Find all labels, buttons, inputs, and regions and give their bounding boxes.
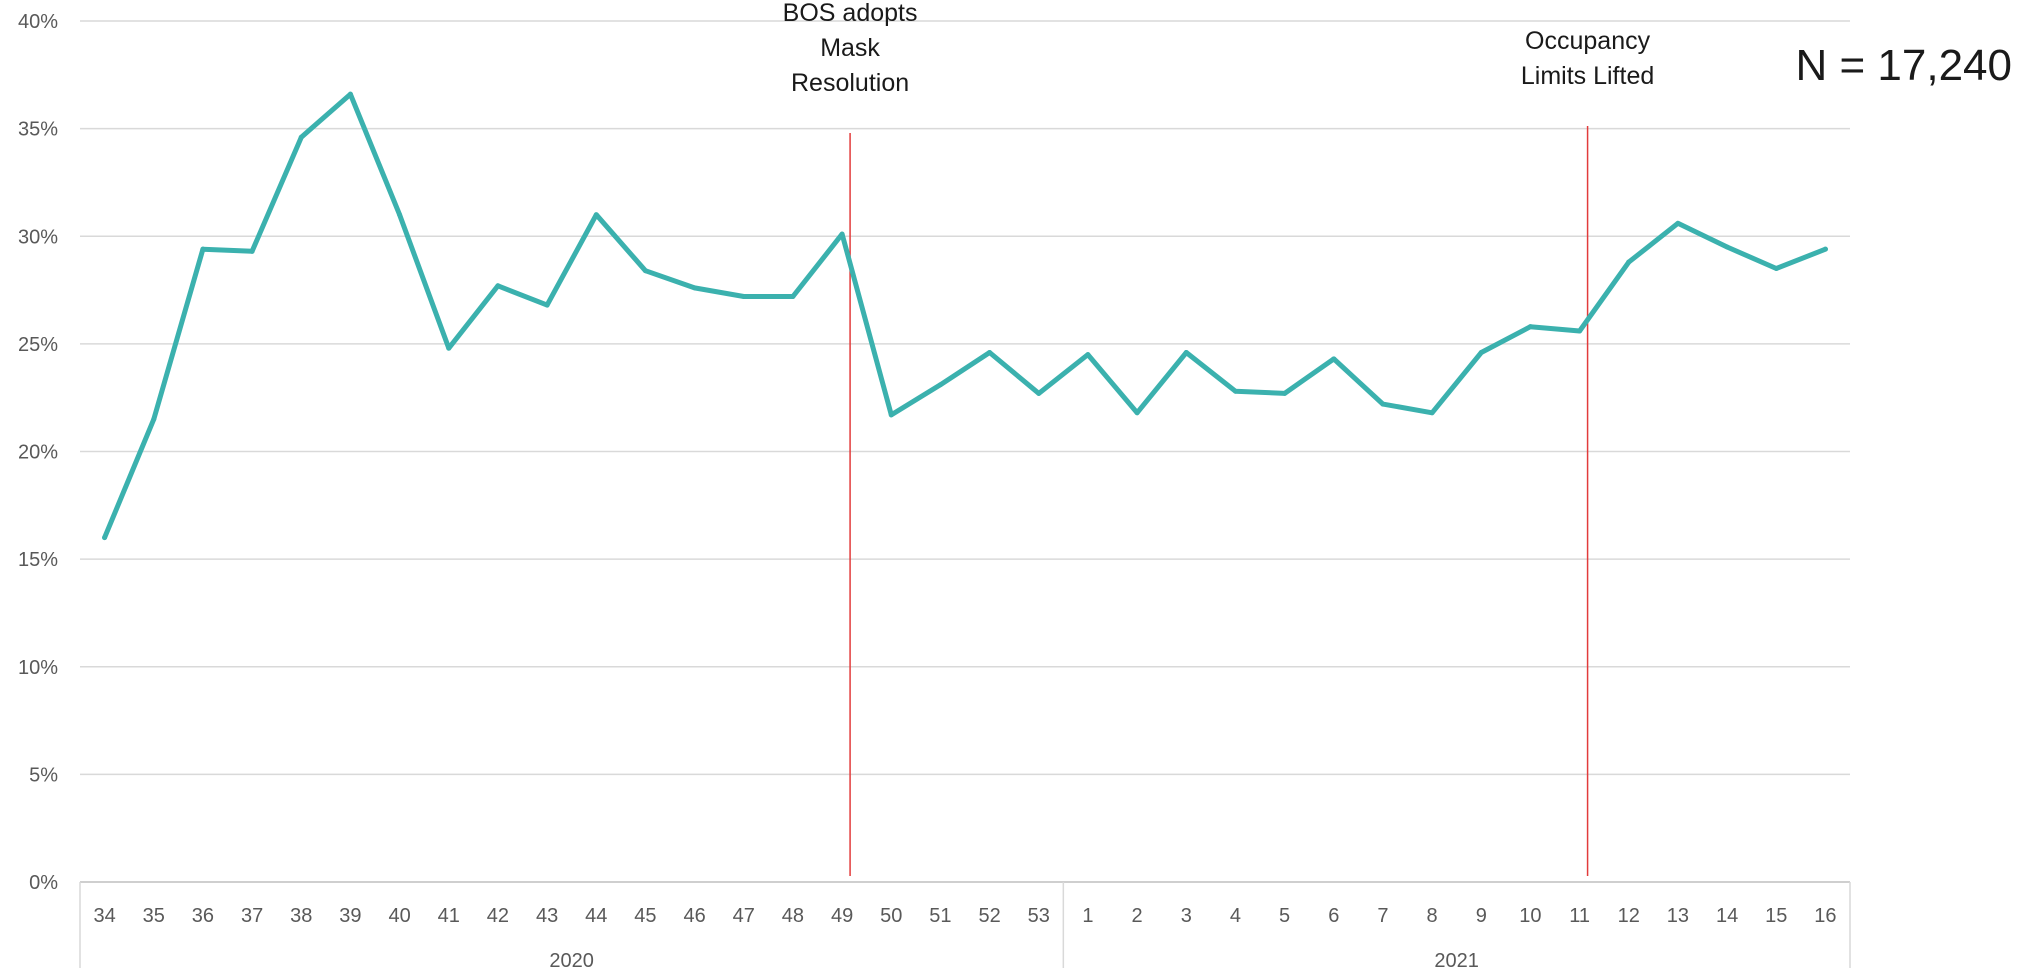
x-tick-label: 12 [1618,905,1640,927]
x-group-label: 2021 [1434,950,1479,968]
y-tick-label: 20% [18,442,58,464]
data-point [888,412,894,418]
y-tick-label: 0% [29,872,58,894]
x-tick-label: 36 [192,905,214,927]
x-tick-label: 1 [1082,905,1093,927]
data-point [1183,349,1189,355]
annotation-label: BOS adopts [783,0,918,27]
x-tick-label: 53 [1028,905,1050,927]
x-tick-label: 42 [487,905,509,927]
x-tick-label: 43 [536,905,558,927]
x-tick-label: 14 [1716,905,1738,927]
y-tick-label: 15% [18,549,58,571]
data-point [1478,349,1484,355]
x-tick-label: 39 [339,905,361,927]
x-tick-label: 48 [782,905,804,927]
data-point [1429,410,1435,416]
data-point [790,294,796,300]
sample-size-label: N = 17,240 [1796,41,2013,90]
x-tick-label: 3 [1181,905,1192,927]
data-point [102,535,108,541]
data-point [1085,352,1091,358]
y-tick-label: 40% [18,11,58,33]
x-tick-label: 10 [1519,905,1541,927]
data-point [544,302,550,308]
x-tick-label: 40 [388,905,410,927]
x-tick-label: 47 [733,905,755,927]
data-point [151,416,157,422]
data-point [839,231,845,237]
data-point [397,212,403,218]
x-tick-label: 13 [1667,905,1689,927]
y-tick-label: 25% [18,334,58,356]
x-axis: 34 35 36 37 38 39 40 41 42 43 44 45 46 47 48 49 50 51 52 53… [79,882,1851,968]
x-tick-label: 15 [1765,905,1787,927]
x-tick-label: 35 [143,905,165,927]
data-point [1724,244,1730,250]
gridlines [80,20,1850,883]
x-tick-label: 34 [93,905,115,927]
x-tick-label: 51 [929,905,951,927]
data-point [1527,324,1533,330]
data-point [1036,390,1042,396]
data-point [642,268,648,274]
annotation-label: Resolution [791,69,909,97]
x-tick-label: 11 [1569,905,1590,927]
data-point [741,294,747,300]
data-point [1773,266,1779,272]
data-point [937,382,943,388]
data-point [1331,356,1337,362]
data-point [347,91,353,97]
annotation-label: Limits Lifted [1521,62,1654,90]
data-point [593,212,599,218]
data-point [987,349,993,355]
data-point [200,246,206,252]
x-group-label: 2020 [549,950,594,968]
series-line [102,91,1828,541]
x-tick-label: 46 [683,905,705,927]
y-tick-label: 5% [29,764,58,786]
data-point [1232,388,1238,394]
series-layer [102,91,1828,541]
y-tick-label: 10% [18,657,58,679]
data-point [1282,390,1288,396]
data-point [446,345,452,351]
x-tick-label: 37 [241,905,263,927]
x-tick-label: 50 [880,905,902,927]
y-tick-label: 35% [18,119,58,141]
x-tick-label: 44 [585,905,607,927]
data-point [249,248,255,254]
annotation-label: Mask [820,34,880,62]
x-tick-label: 5 [1279,905,1290,927]
data-point [692,285,698,291]
annotation-label: Occupancy [1525,27,1651,55]
x-tick-label: 16 [1814,905,1836,927]
data-point [1134,410,1140,416]
data-point [1822,246,1828,252]
data-point [1380,401,1386,407]
x-tick-label: 2 [1132,905,1143,927]
x-tick-label: 45 [634,905,656,927]
x-tick-label: 8 [1427,905,1438,927]
y-tick-label: 30% [18,226,58,248]
data-point [1675,220,1681,226]
data-point [1626,259,1632,265]
y-axis-ticks: 0% 5% 10% 15% 20% 25% 30% 35% 40% [18,11,58,894]
data-point [495,283,501,289]
x-tick-label: 9 [1476,905,1487,927]
x-tick-label: 4 [1230,905,1241,927]
x-tick-label: 41 [438,905,460,927]
annotations: BOS adopts Mask Resolution Occupancy Limits … [783,0,1654,876]
x-tick-label: 6 [1328,905,1339,927]
x-tick-label: 7 [1377,905,1388,927]
x-tick-label: 52 [978,905,1000,927]
x-tick-label: 38 [290,905,312,927]
data-point [298,134,304,140]
data-point [1577,328,1583,334]
x-tick-label: 49 [831,905,853,927]
